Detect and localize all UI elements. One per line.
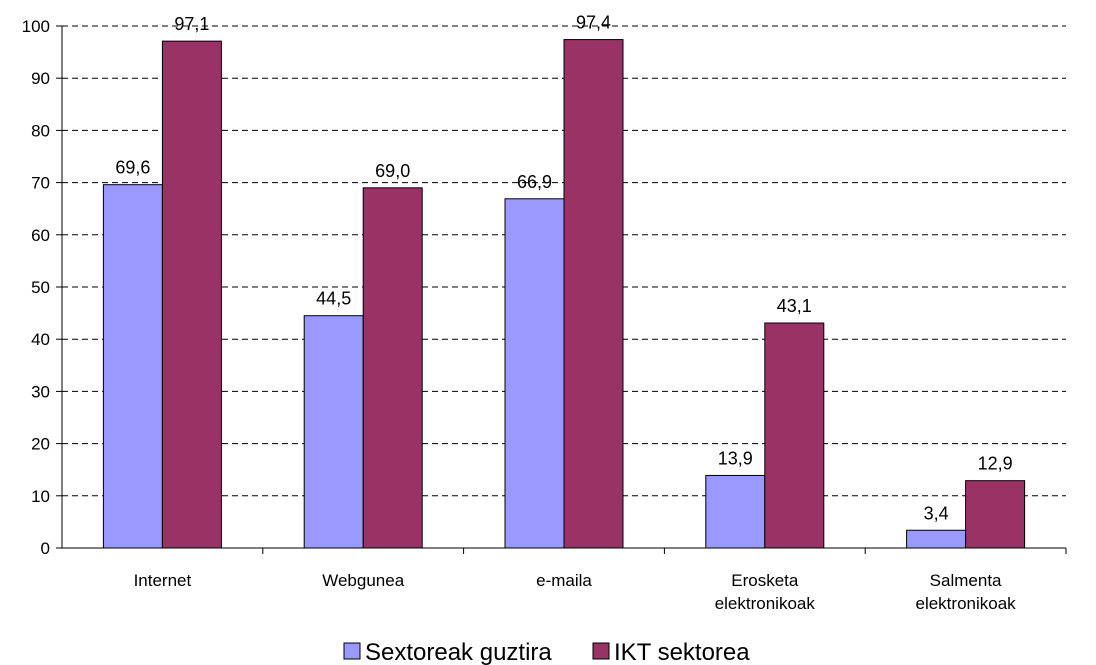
legend: Sextoreak guztira IKT sektorea — [343, 639, 750, 665]
bar — [303, 315, 364, 549]
x-tick-label: elektronikoak — [715, 594, 816, 613]
data-label: 43,1 — [777, 296, 812, 316]
x-axis: Internet Webgunea e-maila Erosketa elektroni… — [62, 547, 1067, 613]
x-tick-label: Webgunea — [322, 571, 404, 590]
data-label: 3,4 — [924, 503, 949, 523]
y-axis: 0 10 20 30 40 50 60 70 80 90 100 — [22, 17, 63, 558]
bar — [764, 322, 825, 549]
data-label: 44,5 — [316, 289, 351, 309]
x-tick-label: e-maila — [536, 571, 592, 590]
bar — [161, 40, 222, 549]
y-tick-label: 100 — [22, 17, 50, 36]
x-tick-label: Erosketa — [731, 571, 799, 590]
bar — [705, 474, 766, 549]
y-tick-label: 60 — [31, 226, 50, 245]
legend-label: Sextoreak guztira — [365, 639, 552, 665]
bars — [102, 39, 1026, 549]
legend-swatch — [343, 642, 361, 660]
bar — [102, 184, 163, 549]
bar — [906, 529, 967, 549]
y-tick-label: 10 — [31, 487, 50, 506]
y-tick-label: 20 — [31, 435, 50, 454]
y-tick-label: 30 — [31, 382, 50, 401]
y-tick-label: 50 — [31, 278, 50, 297]
y-tick-label: 80 — [31, 121, 50, 140]
data-label: 12,9 — [978, 454, 1013, 474]
data-label: 97,4 — [576, 13, 611, 33]
legend-swatch — [592, 642, 610, 660]
x-tick-label: Internet — [134, 571, 192, 590]
data-label: 69,0 — [375, 161, 410, 181]
bar — [563, 39, 624, 549]
y-tick-label: 90 — [31, 69, 50, 88]
bar — [362, 187, 423, 549]
data-labels: 69,6 97,1 44,5 69,0 66,9 97,4 13,9 43,1 3,4 12,9 — [115, 13, 1012, 524]
data-label: 13,9 — [718, 448, 753, 468]
bar — [504, 198, 565, 549]
legend-label: IKT sektorea — [614, 639, 750, 665]
x-tick-label: elektronikoak — [916, 594, 1017, 613]
x-tick-label: Salmenta — [930, 571, 1002, 590]
data-label: 97,1 — [174, 14, 209, 34]
data-label: 69,6 — [115, 158, 150, 178]
y-tick-label: 0 — [41, 539, 50, 558]
y-tick-label: 70 — [31, 174, 50, 193]
y-tick-label: 40 — [31, 330, 50, 349]
data-label: 66,9 — [517, 172, 552, 192]
bar — [965, 480, 1026, 549]
